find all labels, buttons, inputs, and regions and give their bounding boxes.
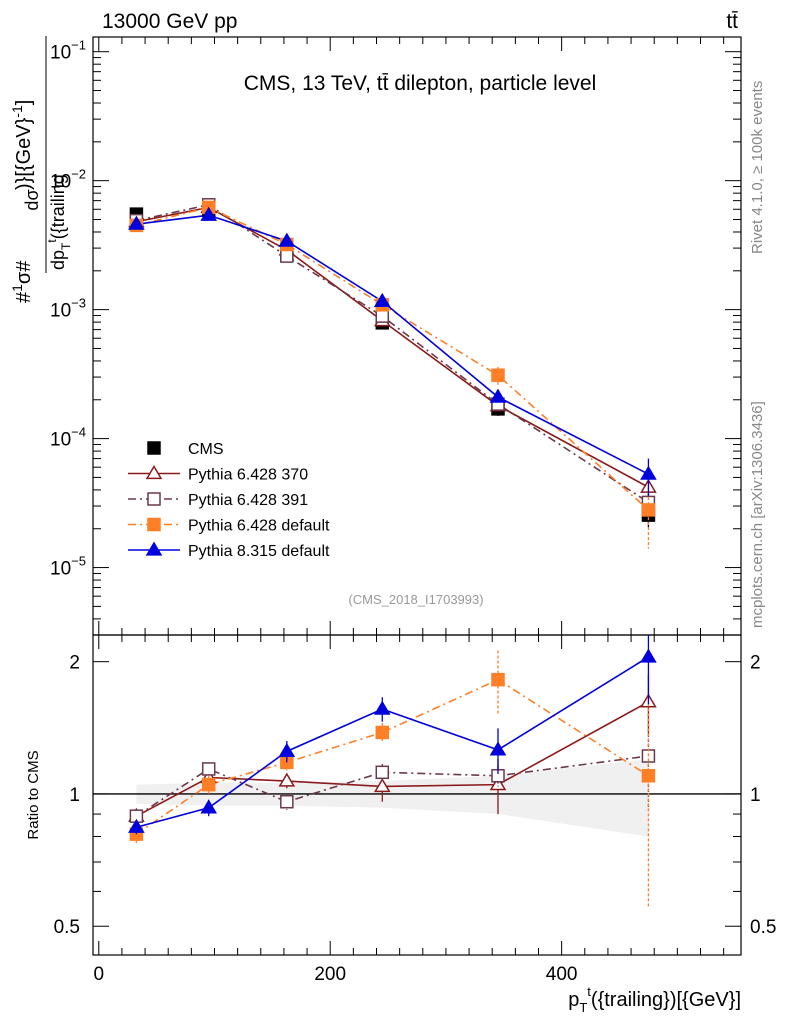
x-tick-label: 0 [93, 964, 104, 985]
ratio-y-tick-label-right: 0.5 [750, 917, 776, 938]
main-y-axis-label: #1σ# dσ dpTt({trailing )}[{GeV}-1] [9, 36, 73, 303]
legend-marker [147, 492, 161, 506]
ratio-series-line-1 [135, 755, 649, 817]
ratio-marker-1 [375, 765, 390, 780]
header-left-label: 13000 GeV pp [102, 10, 237, 33]
legend-entry-label: Pythia 6.428 370 [188, 467, 308, 484]
ratio-uncertainty-band [93, 759, 741, 837]
main-marker-3 [491, 368, 505, 382]
ratio-marker-2 [641, 769, 656, 783]
main-series-line-2 [136, 203, 649, 504]
ratio-marker-2 [491, 672, 505, 687]
main-axis-ticks: 10−510−410−310−210−1 [50, 37, 741, 636]
main-marker-4 [278, 232, 296, 247]
main-marker-4 [200, 206, 218, 221]
ratio-y-tick-label-right: 1 [750, 785, 761, 806]
main-marker-2 [375, 309, 390, 323]
ratio-marker-2 [375, 725, 390, 740]
x-tick-label: 400 [546, 964, 578, 985]
main-marker-4 [373, 292, 391, 307]
main-series-group [128, 198, 657, 549]
legend-marker [147, 517, 161, 532]
ratio-series-line-2 [135, 678, 649, 835]
ratio-marker-3 [640, 648, 657, 663]
ratio-y-tick-label-right: 2 [750, 653, 761, 674]
ratio-marker-1 [280, 794, 294, 809]
x-tick-label: 200 [314, 964, 346, 985]
legend-entry-label: CMS [188, 441, 224, 458]
ratio-marker-0 [278, 772, 296, 787]
main-y-tick-label: 10−4 [50, 425, 86, 451]
legend-marker [147, 441, 161, 455]
legend-marker [145, 465, 163, 480]
ratio-y-tick-label: 2 [69, 653, 80, 674]
ratio-marker-2 [201, 777, 216, 792]
main-marker-4 [640, 465, 657, 480]
ratio-series-line-0 [136, 701, 649, 817]
main-title: CMS, 13 TeV, tt̄ dilepton, particle leve… [244, 72, 597, 95]
ratio-band-area [136, 759, 649, 837]
legend-entry-label: Pythia 6.428 391 [188, 492, 308, 509]
main-series-line-4 [136, 214, 649, 475]
legend-marker [145, 541, 163, 556]
ratio-plot-frame [92, 634, 742, 956]
ratio-marker-0 [373, 777, 391, 793]
mcplots-label: mcplots.cern.ch [arXiv:1306.3436] [749, 401, 766, 628]
y-label-numerator: dσ [22, 189, 42, 210]
main-marker-4 [489, 388, 507, 403]
main-marker-4 [128, 215, 145, 230]
ratio-y-tick-label: 0.5 [54, 917, 80, 938]
ratio-marker-3 [278, 742, 296, 758]
main-marker-2 [280, 249, 294, 263]
legend: CMS Pythia 6.428 370 Pythia 6.428 391 Pythi… [128, 441, 330, 560]
main-series-line-3 [136, 206, 649, 511]
legend-entry-label: Pythia 8.315 default [188, 543, 330, 560]
ratio-marker-3 [489, 741, 507, 756]
ratio-series-group [128, 635, 657, 909]
ratio-marker-1 [201, 762, 216, 776]
ratio-marker-3 [200, 799, 218, 814]
header-right-label: tt̄ [726, 10, 738, 33]
ratio-marker-3 [128, 818, 145, 833]
ratio-y-label: Ratio to CMS [25, 750, 42, 839]
legend-entry-label: Pythia 6.428 default [188, 518, 330, 535]
main-marker-3 [641, 503, 656, 517]
ratio-series-line-3 [136, 656, 649, 828]
ratio-marker-3 [373, 700, 391, 715]
y-label-fraction-prefix: #1σ# [9, 260, 35, 303]
x-axis-label: pTt({trailing})[{GeV}] [568, 984, 741, 1015]
rivet-label: Rivet 4.1.0, ≥ 100k events [749, 81, 766, 254]
ratio-y-tick-label: 1 [69, 785, 80, 806]
ratio-axis-ticks: 0.5 0.5 1 1 2 2 0 200 400 [54, 635, 776, 985]
analysis-watermark: (CMS_2018_I1703993) [348, 592, 483, 607]
